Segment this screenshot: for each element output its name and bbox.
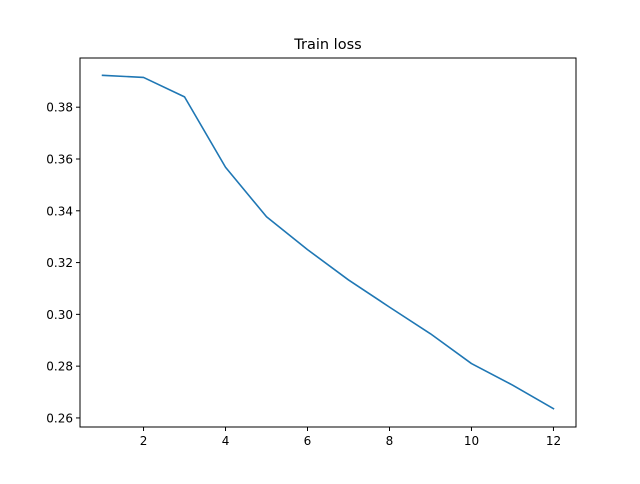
- x-tick-label: 2: [140, 434, 148, 448]
- y-tick-label: 0.34: [46, 204, 73, 218]
- y-tick-label: 0.30: [46, 308, 73, 322]
- series-layer: [101, 74, 555, 410]
- x-tick-label: 6: [304, 434, 312, 448]
- plot-area: [80, 58, 576, 427]
- y-tick-label: 0.36: [46, 152, 73, 166]
- y-tick-label: 0.38: [46, 101, 73, 115]
- y-tick-label: 0.28: [46, 360, 73, 374]
- chart-title: Train loss: [293, 37, 361, 53]
- y-axis-ticks: 0.26 0.28 0.30 0.32 0.34 0.36 0.38: [46, 101, 80, 425]
- y-tick-label: 0.32: [46, 256, 73, 270]
- series-line: [101, 74, 555, 410]
- x-tick-label: 12: [546, 434, 561, 448]
- x-axis-ticks: 2 4 6 8 10 12: [140, 427, 561, 448]
- x-tick-label: 10: [464, 434, 479, 448]
- x-tick-label: 4: [222, 434, 230, 448]
- plot-frame: [79, 57, 577, 428]
- y-tick-label: 0.26: [46, 411, 73, 425]
- x-tick-label: 8: [386, 434, 394, 448]
